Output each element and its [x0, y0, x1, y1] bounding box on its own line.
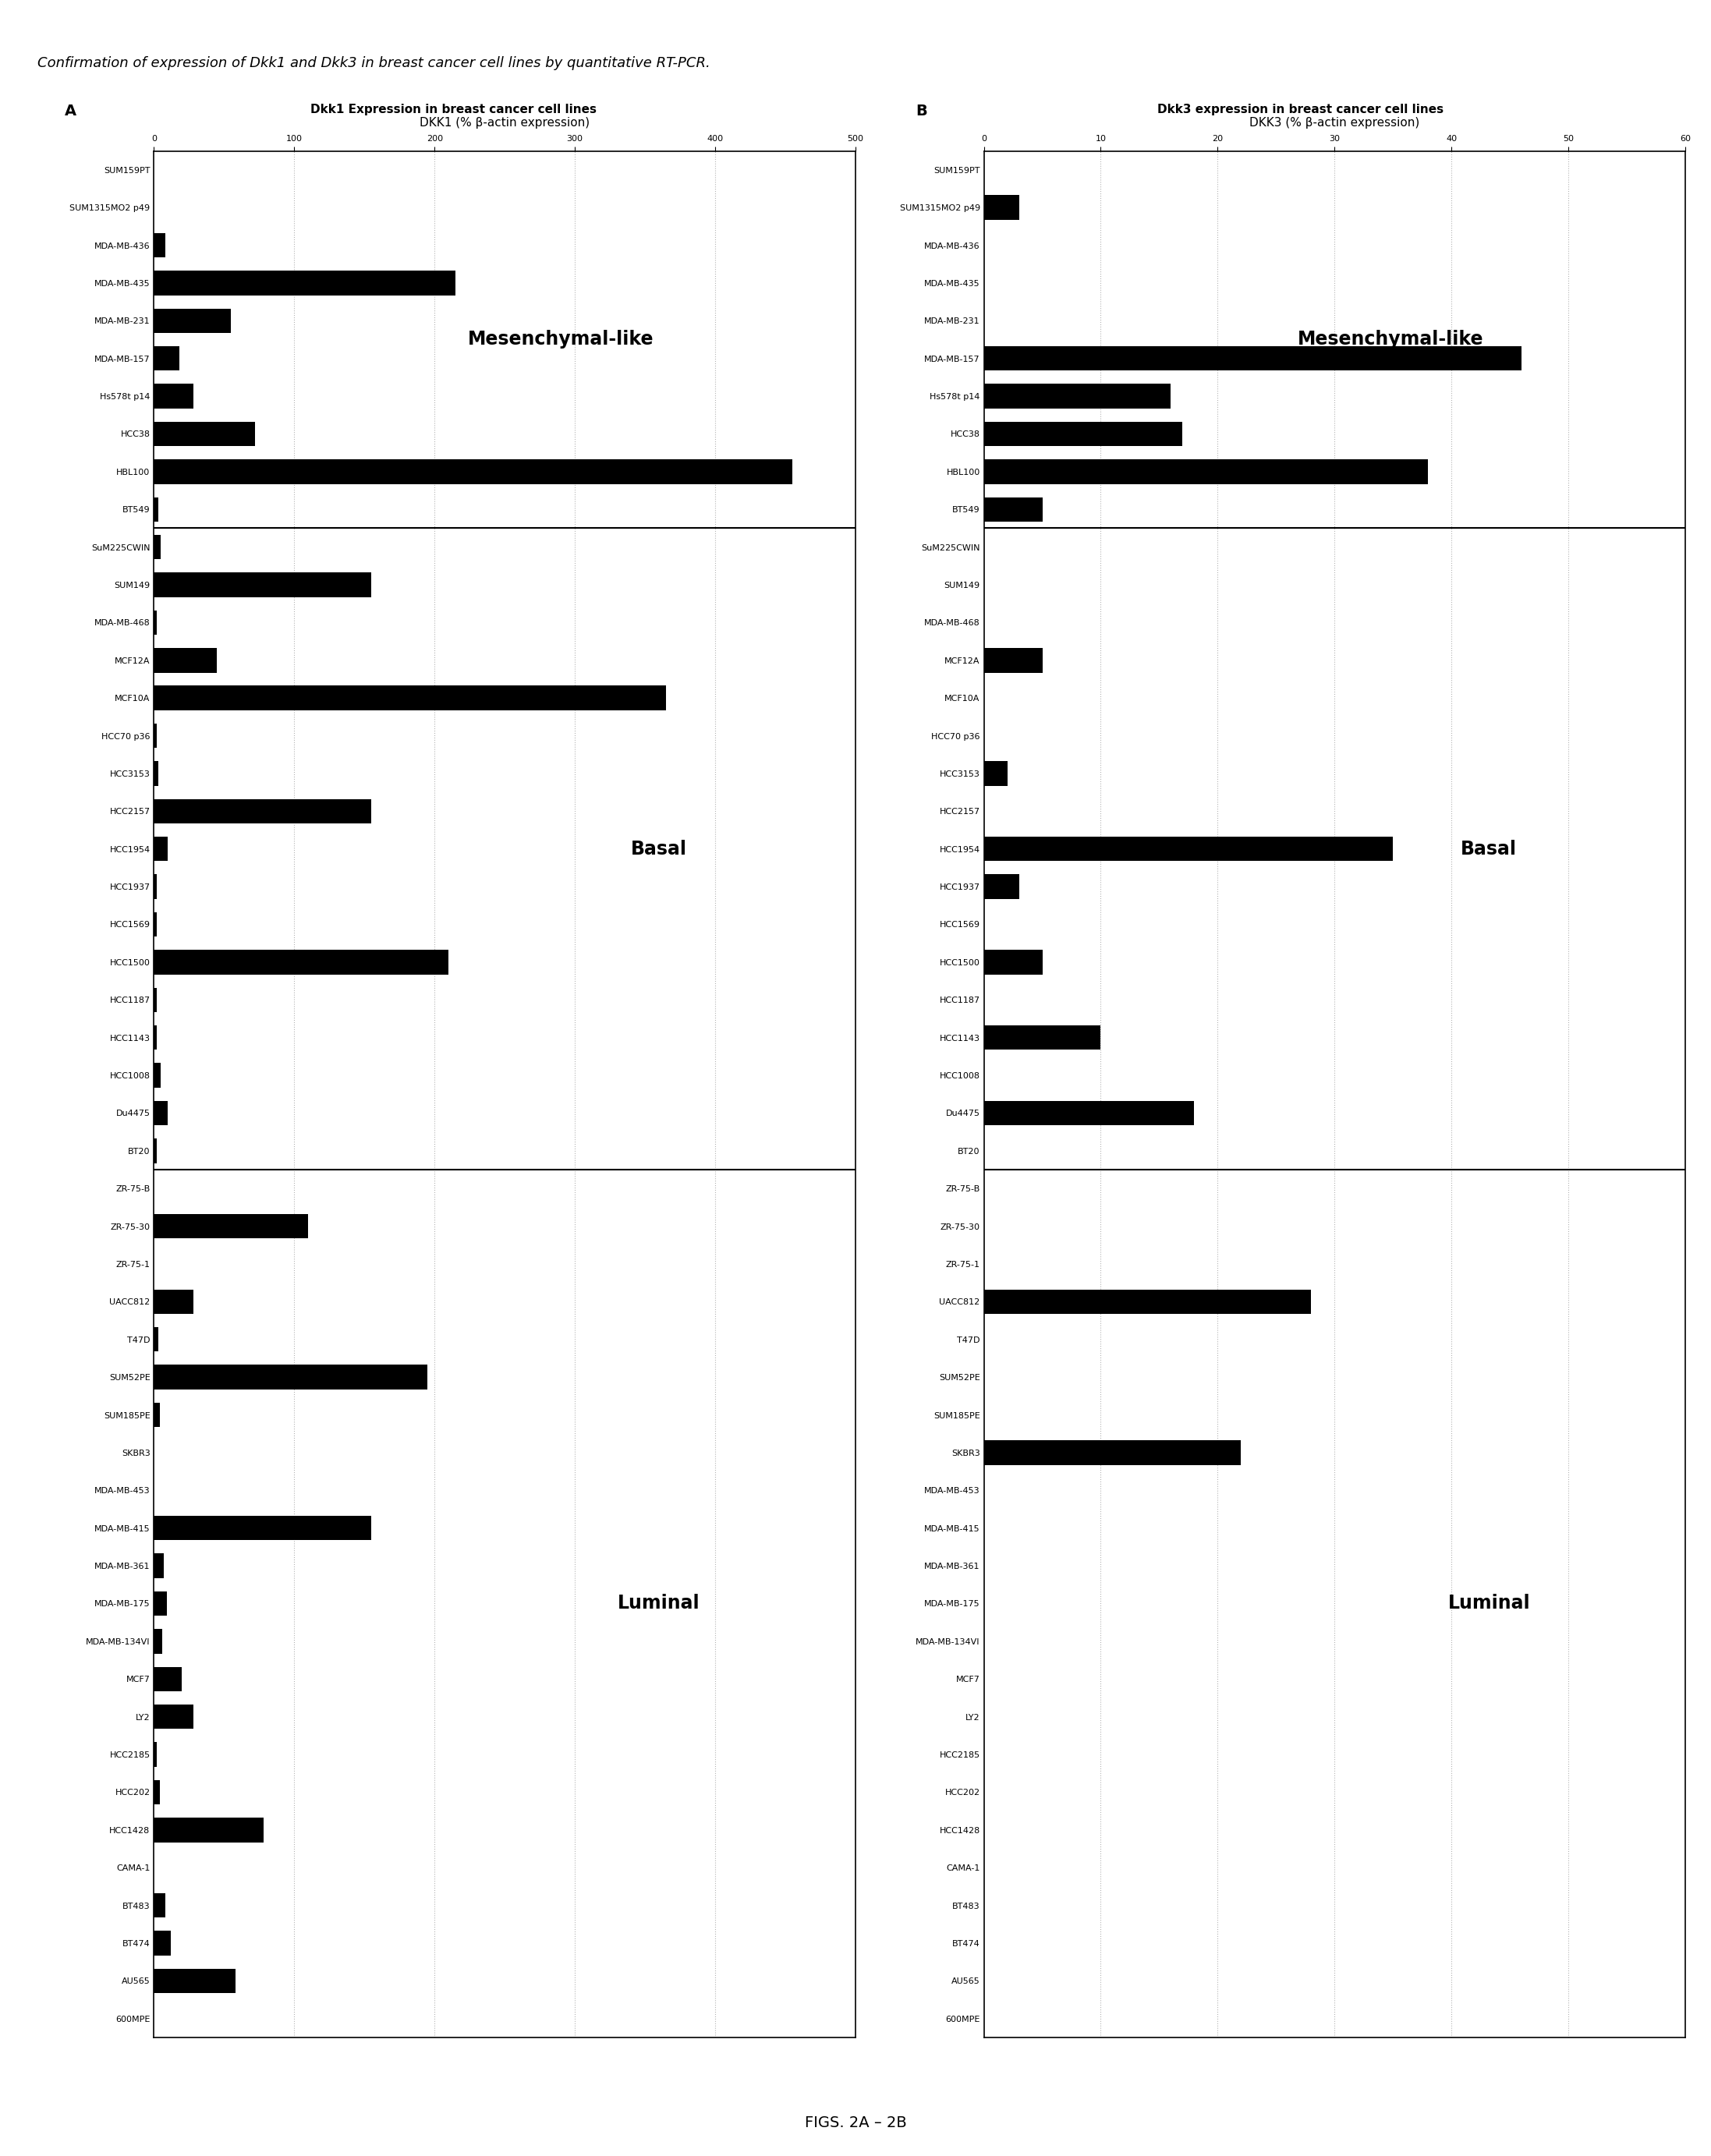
Bar	[154, 837, 168, 860]
X-axis label: DKK3 (% β-actin expression): DKK3 (% β-actin expression)	[1249, 116, 1420, 129]
Bar	[154, 724, 157, 748]
Bar	[154, 573, 371, 597]
Bar	[154, 459, 792, 483]
Text: Mesenchymal-like: Mesenchymal-like	[1297, 330, 1483, 349]
Bar	[154, 649, 217, 673]
Bar	[154, 610, 157, 634]
Bar	[154, 535, 161, 558]
Bar	[154, 875, 157, 899]
Bar	[154, 1742, 157, 1766]
Bar	[984, 423, 1182, 446]
Text: Basal: Basal	[631, 839, 688, 858]
Bar	[984, 196, 1020, 220]
Bar	[984, 1289, 1311, 1313]
Bar	[984, 347, 1521, 371]
Bar	[154, 1893, 166, 1917]
Bar	[154, 1063, 161, 1087]
Bar	[154, 987, 157, 1011]
Bar	[984, 837, 1393, 860]
Bar	[154, 1026, 157, 1050]
Text: Dkk1 Expression in breast cancer cell lines: Dkk1 Expression in breast cancer cell li…	[310, 103, 597, 114]
Bar	[984, 1026, 1100, 1050]
Text: Mesenchymal-like: Mesenchymal-like	[467, 330, 654, 349]
Text: Basal: Basal	[1461, 839, 1518, 858]
Bar	[154, 1705, 193, 1729]
Bar	[154, 686, 666, 709]
Bar	[154, 308, 231, 332]
Bar	[154, 1516, 371, 1539]
Text: Confirmation of expression of Dkk1 and Dkk3 in breast cancer cell lines by quant: Confirmation of expression of Dkk1 and D…	[38, 56, 710, 71]
Bar	[154, 1138, 157, 1162]
Bar	[984, 384, 1170, 407]
Bar	[154, 1102, 168, 1125]
Bar	[984, 498, 1042, 522]
Bar	[154, 384, 193, 407]
Text: FIGS. 2A – 2B: FIGS. 2A – 2B	[804, 2115, 907, 2130]
Bar	[154, 233, 166, 257]
Bar	[154, 1630, 163, 1654]
Bar	[154, 1591, 166, 1615]
Bar	[984, 761, 1008, 785]
X-axis label: DKK1 (% β-actin expression): DKK1 (% β-actin expression)	[419, 116, 590, 129]
Bar	[984, 649, 1042, 673]
Text: B: B	[915, 103, 927, 119]
Bar	[154, 761, 157, 785]
Bar	[154, 498, 157, 522]
Bar	[154, 1365, 428, 1388]
Bar	[984, 1102, 1194, 1125]
Bar	[984, 459, 1429, 483]
Bar	[154, 1818, 263, 1841]
Text: Dkk3 expression in breast cancer cell lines: Dkk3 expression in breast cancer cell li…	[1157, 103, 1444, 114]
Bar	[154, 1781, 159, 1805]
Bar	[154, 1554, 164, 1578]
Bar	[154, 1932, 171, 1955]
Bar	[154, 1289, 193, 1313]
Bar	[984, 875, 1020, 899]
Bar	[154, 951, 448, 975]
Text: Luminal: Luminal	[1448, 1593, 1530, 1613]
Bar	[984, 951, 1042, 975]
Bar	[154, 347, 180, 371]
Bar	[154, 1667, 181, 1690]
Bar	[984, 1440, 1240, 1464]
Bar	[154, 800, 371, 824]
Bar	[154, 1214, 308, 1238]
Bar	[154, 272, 455, 295]
Text: A: A	[65, 103, 77, 119]
Bar	[154, 912, 157, 936]
Bar	[154, 423, 255, 446]
Bar	[154, 1968, 236, 1992]
Bar	[154, 1328, 157, 1352]
Text: Luminal: Luminal	[618, 1593, 700, 1613]
Bar	[154, 1404, 159, 1427]
